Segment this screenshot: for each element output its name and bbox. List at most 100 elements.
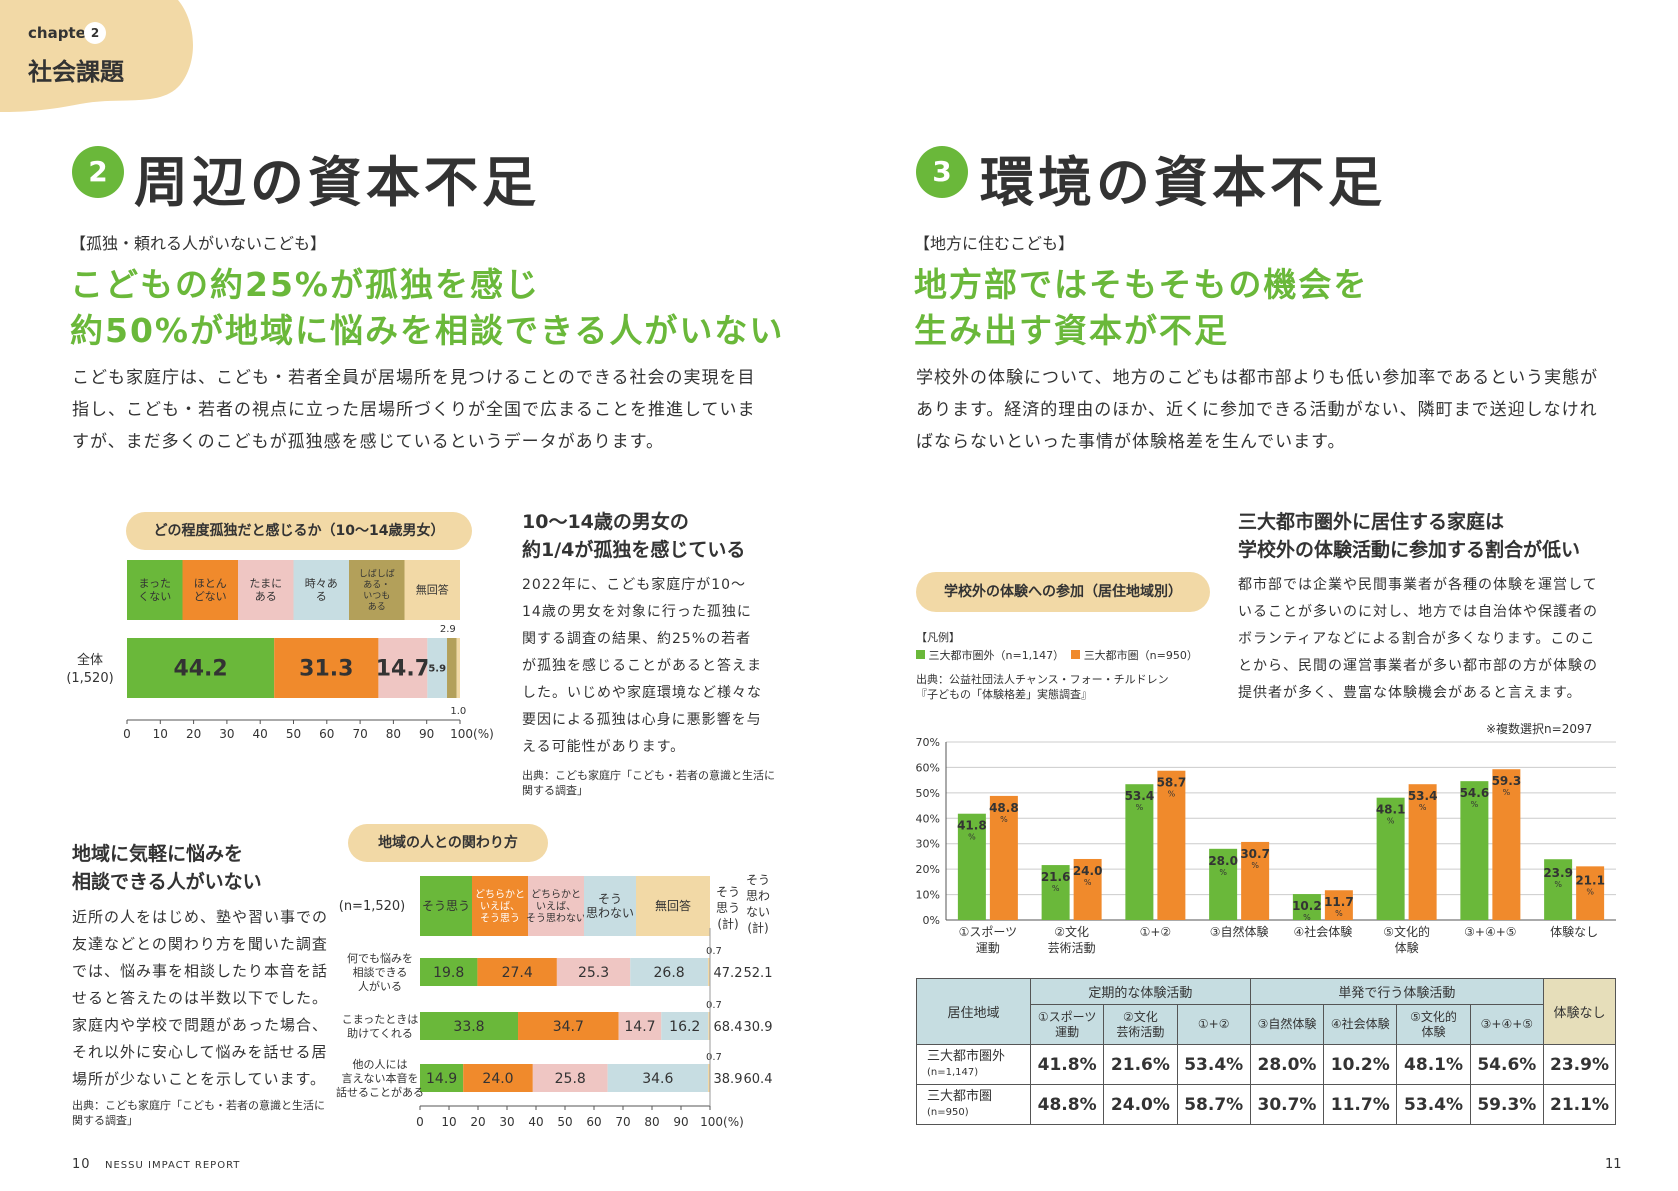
community-source: 出典：こども家庭庁「こども・若者の意識と生活に 関する調査」: [72, 1098, 325, 1128]
sum-value: 68.4: [714, 1020, 743, 1035]
table-column-headers: ①スポーツ 運動 ②文化 芸術活動 ①+② ③自然体験 ④社会体験 ⑤文化的 体験 ③+④+⑤: [917, 1004, 1616, 1045]
x-tick-label: 60: [319, 727, 334, 741]
bar-value-label: 33.8: [453, 1019, 484, 1035]
bar-unit-label: %: [1503, 788, 1511, 797]
bar: [989, 795, 1018, 920]
bar-unit-label: %: [1586, 887, 1594, 896]
row-label-text: 三大都市圏: [927, 1088, 993, 1104]
bar-value-label: 28.0: [1208, 854, 1238, 868]
legend-label: そう思わない: [526, 912, 586, 924]
bar: [1041, 865, 1070, 920]
sum-header: そう: [746, 873, 770, 887]
bar-value-label: 0.7: [706, 1052, 722, 1063]
headline-line: 生み出す資本が不足: [914, 311, 1229, 350]
table-header-none: 体験なし: [1543, 978, 1616, 1045]
body-line: ばならないといった事情が体験格差を生んでいます。: [916, 432, 1346, 452]
x-tick-label: 30: [499, 1115, 514, 1129]
bar-segment: [661, 1012, 709, 1040]
table-cell: 11.7%: [1323, 1084, 1398, 1125]
x-tick-label: 50: [286, 727, 301, 741]
text-line: 関する調査の結果、約25%の若者: [522, 631, 752, 647]
source-line: 出典：こども家庭庁「こども・若者の意識と生活に: [72, 1099, 325, 1112]
table-cell: 30.7%: [1249, 1084, 1325, 1125]
table-column-header: ③自然体験: [1249, 1004, 1325, 1045]
chapter-label: chapter: [28, 24, 94, 42]
x-tick-label: 運動: [976, 941, 1000, 955]
sum-value: 30.9: [744, 1020, 773, 1035]
table-cell: 53.4%: [1396, 1084, 1471, 1125]
table-cell: 21.6%: [1103, 1044, 1178, 1085]
source-line: 関する調査」: [522, 784, 588, 797]
chart-legend: 三大都市圏外（n=1,147） 三大都市圏（n=950）: [916, 648, 1198, 663]
bar-segment: [556, 958, 631, 986]
legend-label: まった: [138, 577, 171, 590]
bar-unit-label: %: [1471, 800, 1479, 809]
legend-label: そう: [598, 892, 622, 906]
legend-label: 無回答: [416, 583, 449, 597]
x-tick-label: 30: [219, 727, 234, 741]
section-number-badge: 2: [72, 146, 124, 198]
text-line: 提供者が多く、豊富な体験機会があると言えます。: [1238, 685, 1582, 701]
sum-value: 38.9: [714, 1072, 743, 1087]
legend-label: ある: [368, 602, 386, 613]
bar-segment: [477, 958, 557, 986]
bar: [1073, 858, 1102, 920]
table-row: 三大都市圏外 (n=1,147) 41.8% 21.6% 53.4% 28.0% 10.2%…: [916, 1044, 1616, 1085]
text-line: 場所が少ないことを示しています。: [72, 1070, 327, 1088]
bar-unit-label: %: [1251, 861, 1259, 870]
table-column-header: ④社会体験: [1323, 1004, 1398, 1045]
bar-segment: [618, 1012, 662, 1040]
bar-segment: [378, 638, 428, 698]
x-tick-label: 10: [153, 727, 168, 741]
bar: [1125, 784, 1154, 920]
bar-value-label: 31.3: [299, 656, 353, 681]
loneliness-source: 出典：こども家庭庁「こども・若者の意識と生活に 関する調査」: [522, 768, 775, 798]
sum-value: 47.2: [714, 966, 743, 981]
legend-label: しばしば: [359, 569, 395, 580]
table-cell: 21.1%: [1543, 1084, 1616, 1125]
x-tick-label: 70: [615, 1115, 630, 1129]
experience-source: 出典：公益社団法人チャンス・フォー・チルドレン 『子どもの「体験格差」実態調査』: [916, 672, 1169, 702]
bar-value-label: 53.4: [1408, 789, 1438, 803]
bar-unit-label: %: [1168, 790, 1176, 799]
legend-cell: [293, 560, 349, 620]
table-row-label: 三大都市圏外 (n=1,147): [916, 1044, 1031, 1085]
bar: [1576, 866, 1605, 920]
body-line: 学校外の体験について、地方のこどもは都市部よりも低い参加率であるという実態が: [916, 368, 1599, 388]
text-line: とから、民間の運営事業者が多い都市部の方が体験の: [1238, 658, 1598, 674]
section-headline: こどもの約25%が孤独を感じ 約50%が地域に悩みを相談できる人がいない: [70, 262, 784, 354]
chapter-number: 2: [84, 22, 106, 44]
bar: [1492, 769, 1521, 920]
page-number: 11: [1605, 1157, 1622, 1172]
bar-segment: [708, 1012, 711, 1040]
bar-segment: [274, 638, 379, 698]
bar-unit-label: %: [1303, 913, 1311, 922]
bar-value-label: 5.9: [428, 663, 446, 674]
loneliness-subhead: 10〜14歳の男女の 約1/4が孤独を感じている: [522, 508, 745, 564]
bar-segment: [420, 1012, 519, 1040]
text-line: ボランティアなどによる割合が多くなります。このこ: [1238, 631, 1596, 647]
text-line: 要因による孤独は心身に悪影響を与: [522, 712, 762, 728]
bar-segment: [447, 638, 457, 698]
subhead-line: 学校外の体験活動に参加する割合が低い: [1238, 539, 1581, 561]
bar-value-label: 14.7: [624, 1019, 655, 1035]
bar-unit-label: %: [968, 833, 976, 842]
legend-label: どちらかと: [475, 888, 525, 900]
bar: [1209, 848, 1238, 920]
row-label: 助けてくれる: [347, 1026, 413, 1040]
row-n-label: (1,520): [66, 671, 113, 686]
bar-value-label: 21.1: [1575, 873, 1605, 887]
legend-label: いえば、: [480, 900, 520, 912]
experience-subhead: 三大都市圏外に居住する家庭は 学校外の体験活動に参加する割合が低い: [1238, 508, 1580, 564]
y-tick-label: 50%: [916, 787, 940, 800]
row-n-text: (n=1,147): [927, 1066, 979, 1078]
table-cell: 28.0%: [1249, 1044, 1325, 1085]
headline-line: 約50%が地域に悩みを相談できる人がいない: [70, 311, 785, 350]
section-headline: 地方部ではそもそもの機会を 生み出す資本が不足: [914, 262, 1368, 354]
legend-cell: [182, 560, 238, 620]
legend-label: る: [316, 590, 327, 603]
bar-segment: [427, 638, 448, 698]
section-body: 学校外の体験について、地方のこどもは都市部よりも低い参加率であるという実態が あ…: [916, 362, 1636, 458]
x-tick-label: 90: [419, 727, 434, 741]
bar-segment: [630, 958, 708, 986]
